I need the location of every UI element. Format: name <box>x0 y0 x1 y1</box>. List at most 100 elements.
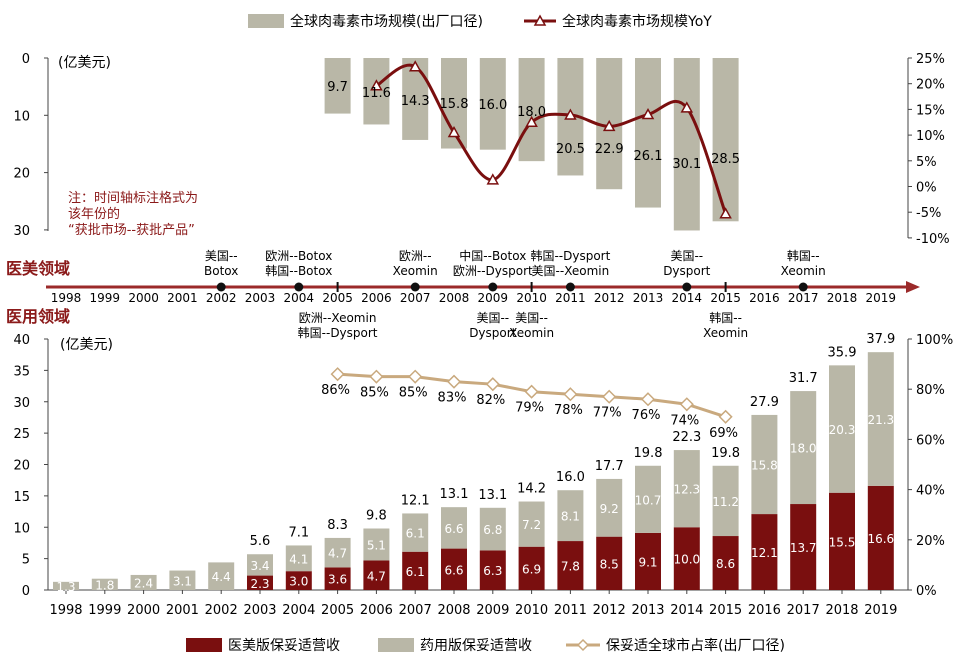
approval-above-2004-line2: 韩国--Botox <box>265 263 332 278</box>
bottom-label-therapeutic-1998: 1.3 <box>56 580 75 594</box>
top-right-tick-label: -5% <box>916 206 941 221</box>
top-yoy-marker-2011 <box>564 108 577 120</box>
bottom-x-tick-label-1999: 1999 <box>88 603 121 618</box>
bottom-label-aesthetic-2013: 9.1 <box>638 555 657 569</box>
bottom-total-label-2017: 31.7 <box>789 371 818 386</box>
bottom-x-tick-label-1998: 1998 <box>49 603 82 618</box>
bottom-total-label-2008: 13.1 <box>440 487 469 502</box>
top-chart: 0 10 20 30 25% 20% 15% 10% 5% 0% -5% -10% 9.7 11.6 14.… <box>13 52 949 247</box>
timeline-year-2019: 2019 <box>866 291 897 305</box>
legend-swatch-aesthetic <box>186 638 222 652</box>
top-bar-label-2015: 28.5 <box>711 152 740 167</box>
approval-below-2005-line1: 欧洲--Xeomin <box>299 311 377 325</box>
legend-swatch-yoy-marker <box>533 14 547 26</box>
bottom-right-tick-label: 0% <box>916 584 937 599</box>
bottom-label-therapeutic-2007: 6.1 <box>406 527 425 541</box>
bottom-label-aesthetic-2006: 4.7 <box>367 569 386 583</box>
bottom-bar-aesthetic-2015 <box>712 536 739 590</box>
bottom-x-tick-label-2002: 2002 <box>205 603 238 618</box>
timeline-year-2012: 2012 <box>594 291 625 305</box>
bottom-total-label-2003: 5.6 <box>250 534 271 549</box>
bottom-label-aesthetic-2010: 6.9 <box>522 562 541 576</box>
bottom-share-marker-2008 <box>446 374 462 389</box>
bottom-share-marker-2014 <box>679 397 694 412</box>
approval-above-2014-line2: Dysport <box>663 264 710 278</box>
bottom-label-aesthetic-2008: 6.6 <box>444 563 463 577</box>
bottom-x-tick-label-2006: 2006 <box>360 603 393 618</box>
bottom-share-marker-2005 <box>330 367 345 382</box>
approval-above-2002-line2: Botox <box>204 264 238 278</box>
top-yoy-line <box>375 63 728 215</box>
top-note-line-3: “获批市场--获批产品” <box>68 222 195 238</box>
approval-above-2017-line2: Xeomin <box>781 264 826 278</box>
bottom-label-aesthetic-2011: 7.8 <box>561 560 580 574</box>
bottom-bar-therapeutic-2009 <box>479 507 506 551</box>
bottom-label-aesthetic-2016: 12.1 <box>751 546 778 560</box>
timeline-year-2014: 2014 <box>672 291 703 305</box>
bottom-label-aesthetic-2017: 13.7 <box>790 541 817 555</box>
bottom-x-tick-label-2010: 2010 <box>515 603 548 618</box>
legend-swatch-therapeutic <box>378 638 414 652</box>
bottom-label-therapeutic-2014: 12.3 <box>673 483 700 497</box>
bottom-bar-therapeutic-2015 <box>712 465 739 537</box>
bottom-label-therapeutic-2010: 7.2 <box>522 518 541 532</box>
legend-label-yoy: 全球肉毒素市场规模YoY <box>562 13 712 30</box>
bottom-label-aesthetic-2007: 6.1 <box>406 565 425 579</box>
top-yoy-marker-2012 <box>602 119 616 132</box>
bottom-bar-therapeutic-2016 <box>751 414 778 515</box>
bottom-label-aesthetic-2015: 8.6 <box>716 557 735 571</box>
timeline-year-2016: 2016 <box>749 291 780 305</box>
timeline-dot-2002 <box>216 282 226 292</box>
bottom-label-aesthetic-2012: 8.5 <box>600 557 619 571</box>
bottom-left-tick-label: 10 <box>13 521 30 536</box>
bottom-bar-aesthetic-2016 <box>751 514 778 590</box>
approval-below-2010-line1: 美国-- <box>515 311 548 325</box>
bottom-share-label-2010: 79% <box>515 401 544 416</box>
timeline-arrow-head <box>906 281 920 293</box>
top-right-tick-label: 25% <box>916 52 945 67</box>
timeline-year-2011: 2011 <box>555 291 586 305</box>
approval-above-2007-line1: 欧洲-- <box>399 249 432 263</box>
bottom-total-label-2011: 16.0 <box>556 470 585 485</box>
bottom-share-marker-2012 <box>602 389 617 404</box>
bottom-x-tick-label-2018: 2018 <box>825 603 858 618</box>
bottom-bar-aesthetic-2019 <box>867 485 894 590</box>
top-bar-label-2009: 16.0 <box>478 98 507 113</box>
bottom-bar-aesthetic-2008 <box>441 548 467 590</box>
timeline-year-2001: 2001 <box>167 291 198 305</box>
approval-above-2002-line1: 美国-- <box>205 249 238 263</box>
bottom-label-therapeutic-2006: 5.1 <box>367 539 386 553</box>
top-right-tick-label: -10% <box>916 232 950 247</box>
bottom-total-label-2016: 27.9 <box>750 395 779 410</box>
bottom-label-therapeutic-2001: 3.1 <box>173 574 192 588</box>
approval-above-2011-line2: 美国--Xeomin <box>532 264 610 278</box>
bottom-bar-therapeutic-2013 <box>635 465 661 533</box>
bottom-bar-therapeutic-2017 <box>790 391 817 505</box>
bottom-label-aesthetic-2005: 3.6 <box>328 573 347 587</box>
top-bar-label-2006: 11.6 <box>362 86 391 101</box>
approval-above-2004-line1: 欧洲--Botox <box>265 249 332 263</box>
bottom-right-tick-label: 40% <box>916 484 945 499</box>
bottom-total-label-2005: 8.3 <box>327 518 348 533</box>
bottom-share-label-2014: 74% <box>670 413 699 428</box>
top-yoy-marker-2013 <box>641 107 655 120</box>
top-yoy-marker-2015 <box>719 207 732 219</box>
bottom-label-aesthetic-2014: 10.0 <box>673 553 700 567</box>
timeline-year-2006: 2006 <box>361 291 392 305</box>
top-note: 注：时间轴标注格式为 该年份的 “获批市场--获批产品” <box>68 190 198 238</box>
approval-above-2011-line1: 韩国--Dysport <box>530 248 610 263</box>
bottom-bar-therapeutic-2014 <box>673 450 700 528</box>
bottom-label-therapeutic-2009: 6.8 <box>483 523 502 537</box>
timeline-year-2017: 2017 <box>788 291 819 305</box>
bottom-label-therapeutic-2003: 3.4 <box>250 559 269 573</box>
timeline-year-2018: 2018 <box>827 291 858 305</box>
bottom-x-tick-label-2001: 2001 <box>166 603 199 618</box>
top-yoy-marker-2009 <box>486 173 500 185</box>
bottom-label-therapeutic-2004: 4.1 <box>289 552 308 566</box>
bottom-bar-aesthetic-2014 <box>673 527 700 590</box>
bottom-bar-therapeutic-2002 <box>208 562 235 590</box>
top-left-unit: (亿美元) <box>58 55 111 71</box>
top-bar-2005 <box>324 58 351 114</box>
bottom-bar-aesthetic-2009 <box>479 550 506 590</box>
